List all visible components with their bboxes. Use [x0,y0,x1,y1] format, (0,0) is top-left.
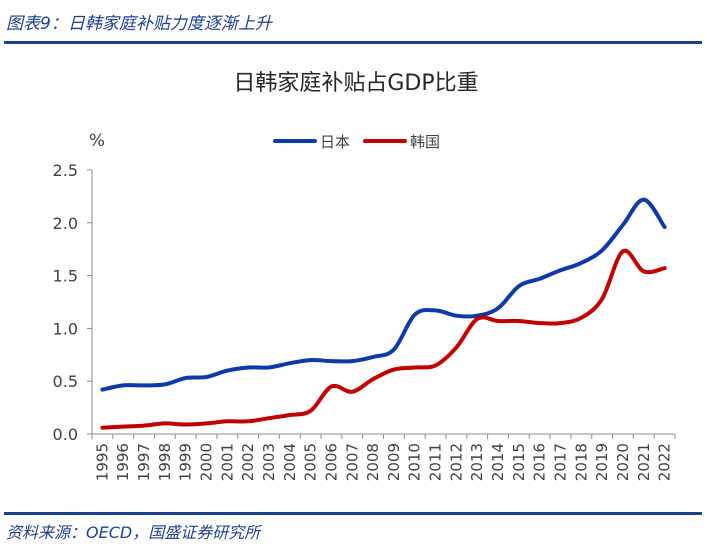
x-tick-label: 2003 [260,443,278,481]
x-tick-label: 2004 [281,443,299,481]
x-tick-label: 2011 [427,443,445,481]
x-tick-label: 2001 [218,443,236,481]
x-tick-label: 1995 [93,443,111,481]
x-tick-label: 2007 [343,443,361,481]
legend: 日本 韩国 [273,133,440,151]
x-tick-label: 2009 [385,443,403,481]
figure-caption: 图表9：日韩家庭补贴力度逐渐上升 [6,14,272,34]
series-group [100,197,667,430]
x-tick-label: 2006 [322,443,340,481]
series-line [100,248,667,430]
x-tick-label: 2012 [447,443,465,481]
chart-title: 日韩家庭补贴占GDP比重 [233,71,478,96]
series-line [100,197,667,392]
x-tick-label: 2020 [614,443,632,481]
source-note: 资料来源：OECD，国盛证券研究所 [6,523,261,542]
x-tick-label: 2000 [198,443,216,481]
x-tick-label: 2019 [593,443,611,481]
figure-header: 图表9：日韩家庭补贴力度逐渐上升 [0,0,707,40]
x-tick-label: 2015 [510,443,528,481]
x-tick-label: 2016 [531,443,549,481]
x-tick-label: 2014 [489,443,507,481]
x-tick-label: 2017 [551,443,569,481]
line-chart: 日韩家庭补贴占GDP比重 % 日本 韩国 0.0 0.5 1.0 1.5 2.0 2.5 19… [53,71,676,481]
y-tick-label: 1.0 [53,319,78,338]
footer-divider [4,512,702,515]
x-tick-label: 2008 [364,443,382,481]
y-tick-label: 0.0 [53,425,78,444]
x-tick-label: 1999 [177,443,195,481]
x-tick-label: 2018 [572,443,590,481]
x-tick-label: 2005 [302,443,320,481]
x-tick-label: 2002 [239,443,257,481]
x-tick-label: 2021 [635,443,653,481]
x-tick-label: 1997 [135,443,153,481]
x-tick-label: 1998 [156,443,174,481]
header-divider [4,41,702,44]
y-tick-label: 2.0 [53,214,78,233]
y-tick-label: 1.5 [53,267,78,286]
legend-label: 日本 [320,133,350,151]
y-tick-label: 2.5 [53,161,78,180]
x-tick-label: 2022 [656,443,674,481]
x-tick-label: 1996 [114,443,132,481]
y-axis-label: % [89,131,105,151]
y-tick-label: 0.5 [53,372,78,391]
x-tick-label: 2013 [468,443,486,481]
x-tick-label: 2010 [406,443,424,481]
legend-label: 韩国 [410,133,440,151]
